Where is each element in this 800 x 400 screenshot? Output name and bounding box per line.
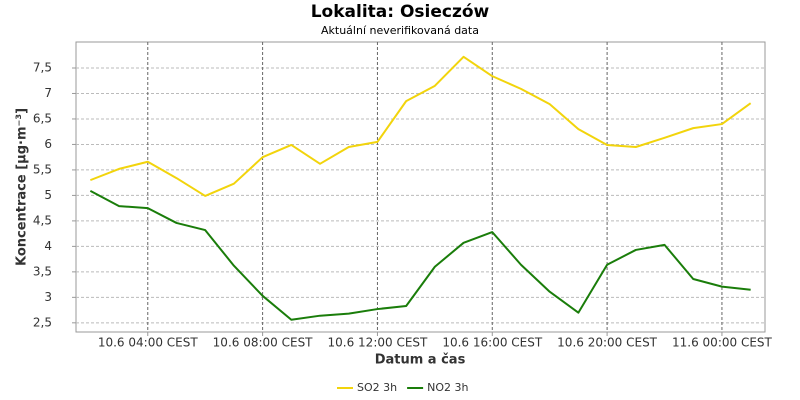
- x-axis-label: Datum a čas: [375, 353, 466, 368]
- x-tick-label: 10.6 12:00 CEST: [328, 336, 429, 350]
- y-tick-label: 6: [44, 137, 52, 151]
- y-tick-label: 5,5: [33, 162, 52, 176]
- y-tick-label: 3: [44, 290, 52, 304]
- chart-subtitle: Aktuální neverifikovaná data: [321, 24, 479, 37]
- y-tick-label: 7,5: [33, 60, 52, 74]
- x-tick-label: 10.6 08:00 CEST: [213, 336, 314, 350]
- x-tick-label: 11.6 00:00 CEST: [672, 336, 773, 350]
- x-tick-label: 10.6 04:00 CEST: [98, 336, 199, 350]
- plot-area: [75, 41, 766, 333]
- legend-label: SO2 3h: [357, 381, 397, 394]
- y-tick-label: 6,5: [33, 111, 52, 125]
- y-tick-label: 4,5: [33, 213, 52, 227]
- x-tick-label: 10.6 20:00 CEST: [557, 336, 658, 350]
- legend-label: NO2 3h: [427, 381, 468, 394]
- y-tick-label: 5: [44, 188, 52, 202]
- y-axis-label: Koncentrace [µg·m⁻³]: [15, 108, 30, 266]
- y-tick-label: 2,5: [33, 315, 52, 329]
- series-line: [89, 189, 751, 321]
- y-tick-label: 7: [44, 86, 52, 100]
- x-tick-label: 10.6 16:00 CEST: [442, 336, 543, 350]
- y-tick-label: 3,5: [33, 264, 52, 278]
- series-line: [89, 55, 752, 197]
- y-tick-label: 4: [44, 239, 52, 253]
- chart-title: Lokalita: Osieczów: [311, 2, 490, 22]
